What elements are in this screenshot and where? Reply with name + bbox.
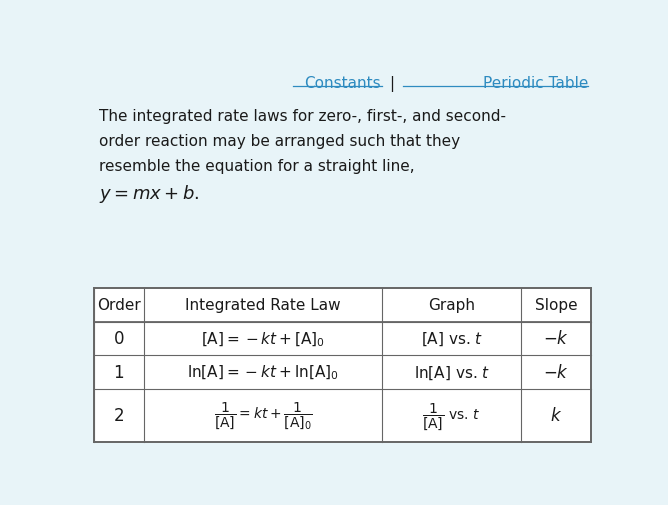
Text: Order: Order xyxy=(97,297,140,313)
Text: |: | xyxy=(389,75,394,91)
Text: 0: 0 xyxy=(114,330,124,348)
Text: Constants: Constants xyxy=(305,75,381,90)
Text: Slope: Slope xyxy=(535,297,577,313)
FancyBboxPatch shape xyxy=(94,288,591,442)
Text: 2: 2 xyxy=(114,407,124,425)
Text: $-k$: $-k$ xyxy=(543,364,569,382)
Text: $-k$: $-k$ xyxy=(543,330,569,348)
Text: $k$: $k$ xyxy=(550,407,562,425)
Text: $[\mathrm{A}] = -kt + [\mathrm{A}]_0$: $[\mathrm{A}] = -kt + [\mathrm{A}]_0$ xyxy=(201,330,325,348)
Text: The integrated rate laws for zero-, first-, and second-: The integrated rate laws for zero-, firs… xyxy=(99,109,506,124)
Text: Periodic Table: Periodic Table xyxy=(483,75,589,90)
Text: $\dfrac{1}{[\mathrm{A}]}$ vs. $t$: $\dfrac{1}{[\mathrm{A}]}$ vs. $t$ xyxy=(422,400,481,431)
Text: $y = mx + b.$: $y = mx + b.$ xyxy=(99,183,200,205)
Text: Graph: Graph xyxy=(428,297,475,313)
Text: Integrated Rate Law: Integrated Rate Law xyxy=(185,297,341,313)
Text: $[\mathrm{A}]$ vs. $t$: $[\mathrm{A}]$ vs. $t$ xyxy=(421,330,483,347)
Text: 1: 1 xyxy=(114,364,124,382)
Text: $\ln[\mathrm{A}] = -kt + \ln[\mathrm{A}]_0$: $\ln[\mathrm{A}] = -kt + \ln[\mathrm{A}]… xyxy=(187,364,339,382)
Text: order reaction may be arranged such that they: order reaction may be arranged such that… xyxy=(99,134,460,148)
Text: $\ln[\mathrm{A}]$ vs. $t$: $\ln[\mathrm{A}]$ vs. $t$ xyxy=(413,364,490,381)
Text: resemble the equation for a straight line,: resemble the equation for a straight lin… xyxy=(99,158,415,173)
Text: $\dfrac{1}{[\mathrm{A}]} = kt + \dfrac{1}{[\mathrm{A}]_0}$: $\dfrac{1}{[\mathrm{A}]} = kt + \dfrac{1… xyxy=(214,400,312,431)
